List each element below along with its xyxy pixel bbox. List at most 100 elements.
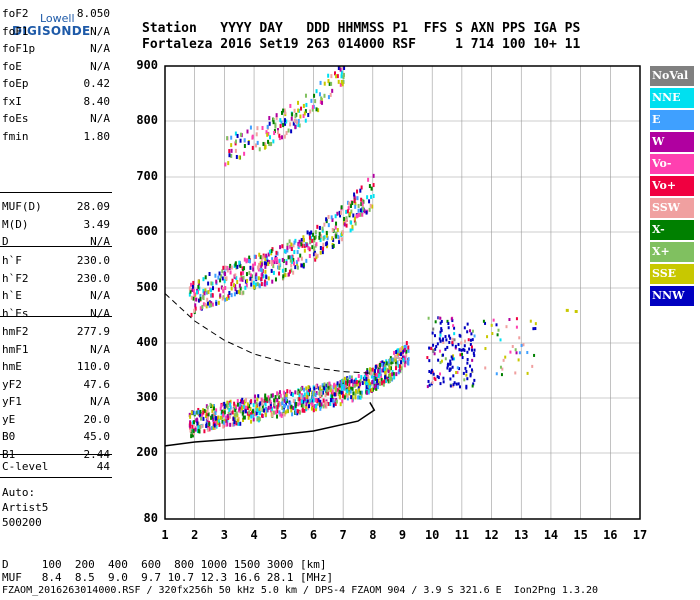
- echo-point: [338, 394, 341, 399]
- echo-point: [394, 357, 397, 362]
- echo-point: [225, 422, 228, 427]
- echo-point: [308, 235, 311, 240]
- echo-point: [326, 244, 329, 249]
- echo-point: [289, 401, 292, 406]
- dashed-line: [164, 293, 373, 374]
- echo-point: [286, 248, 289, 253]
- echo-point: [343, 384, 346, 389]
- echo-point: [212, 406, 215, 411]
- echo-point: [379, 372, 382, 377]
- echo-point: [249, 412, 252, 417]
- echo-point: [283, 249, 286, 254]
- echo-point: [389, 366, 392, 371]
- echo-point: [379, 362, 382, 367]
- echo-point: [383, 366, 386, 371]
- echo-point: [377, 363, 380, 368]
- echo-point: [295, 260, 298, 265]
- echo-point: [387, 379, 390, 384]
- echo-point: [400, 366, 403, 371]
- echo-point: [360, 390, 363, 395]
- echo-point: [318, 225, 321, 230]
- echo-point: [360, 197, 363, 202]
- echo-point: [455, 382, 458, 386]
- echo-point: [294, 265, 297, 270]
- echo-point: [347, 206, 350, 211]
- param-value: 1.80: [83, 129, 111, 143]
- echo-point: [316, 398, 319, 403]
- echo-point: [275, 410, 278, 415]
- echo-point: [368, 184, 371, 189]
- echo-point: [264, 257, 267, 262]
- echo-point: [361, 380, 364, 385]
- echo-point: [306, 230, 309, 235]
- echo-point: [324, 387, 327, 392]
- echo-point: [350, 375, 353, 380]
- echo-point: [389, 372, 392, 377]
- echo-point: [251, 145, 254, 150]
- echo-point: [271, 257, 274, 262]
- echo-point: [442, 340, 445, 344]
- echo-point: [276, 259, 279, 264]
- echo-point: [313, 392, 316, 397]
- legend-item: NNE: [650, 88, 694, 108]
- echo-point: [287, 272, 290, 277]
- echo-point: [334, 401, 337, 406]
- param-row: foE N/A: [2, 60, 110, 73]
- echo-point: [320, 391, 323, 396]
- echo-point: [238, 406, 241, 411]
- echo-point: [200, 424, 203, 429]
- echo-point: [361, 212, 364, 217]
- y-tick-label: 600: [136, 224, 158, 238]
- echo-point: [259, 411, 262, 416]
- echo-point: [323, 400, 326, 405]
- echo-point: [365, 210, 368, 215]
- param-row: hmE 110.0: [2, 360, 110, 373]
- echo-point: [324, 393, 327, 398]
- echo-point: [290, 268, 293, 273]
- echo-point: [351, 398, 354, 403]
- echo-point: [393, 375, 396, 380]
- y-tick-label: 200: [136, 445, 158, 459]
- echo-point: [305, 258, 308, 263]
- echo-point: [290, 404, 293, 409]
- param-row: foF1p N/A: [2, 42, 110, 55]
- echo-point: [334, 214, 337, 219]
- echo-point: [325, 400, 328, 405]
- echo-point: [355, 214, 358, 219]
- echo-point: [199, 409, 202, 414]
- echo-point: [341, 237, 344, 242]
- echo-point: [439, 339, 442, 343]
- echo-point: [325, 230, 328, 235]
- echo-point: [243, 415, 246, 420]
- echo-point: [454, 346, 457, 350]
- echo-point: [273, 398, 276, 403]
- echo-point: [381, 360, 384, 365]
- echo-point: [319, 100, 322, 105]
- echo-point: [226, 414, 229, 419]
- echo-point: [323, 235, 326, 240]
- echo-point: [319, 250, 322, 255]
- legend-item: W: [650, 132, 694, 152]
- echo-point: [236, 402, 239, 407]
- param-row: foF2 8.050: [2, 7, 110, 20]
- echo-point: [327, 223, 330, 228]
- echo-point: [246, 278, 249, 283]
- echo-point: [484, 366, 487, 370]
- echo-point: [227, 294, 230, 299]
- echo-point: [319, 246, 322, 251]
- echo-point: [239, 264, 242, 269]
- echo-point: [309, 239, 312, 244]
- echo-point: [257, 262, 260, 267]
- echo-point: [329, 394, 332, 399]
- echo-point: [471, 329, 474, 333]
- echo-point: [534, 327, 537, 331]
- echo-point: [526, 351, 529, 355]
- echo-point: [269, 399, 272, 404]
- echo-point: [202, 302, 205, 307]
- echo-point: [237, 421, 240, 426]
- echo-point: [322, 404, 325, 409]
- echo-point: [255, 132, 258, 137]
- echo-point: [207, 290, 210, 295]
- echo-point: [471, 348, 474, 352]
